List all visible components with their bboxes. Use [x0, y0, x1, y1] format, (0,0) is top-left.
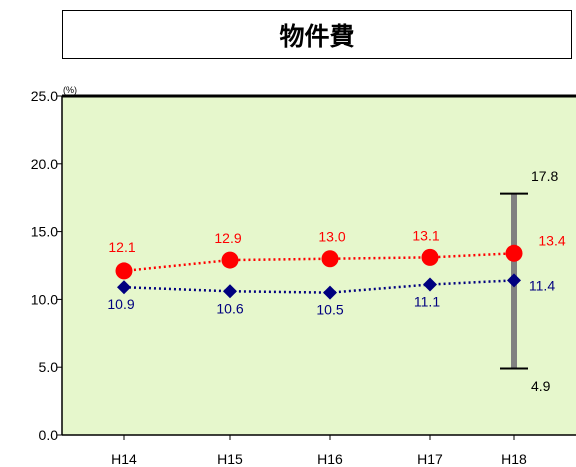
data-label: 13.1	[412, 227, 439, 243]
data-label: 11.4	[529, 277, 555, 293]
data-label: 10.5	[316, 302, 343, 318]
data-point	[323, 285, 337, 300]
x-tick-label: H18	[501, 451, 527, 467]
chart-title: 物件費	[279, 21, 355, 51]
y-tick-label: 20.0	[31, 156, 58, 172]
range-min-label: 4.9	[531, 378, 551, 394]
x-tick-label: H15	[217, 451, 243, 467]
x-tick-label: H17	[417, 451, 443, 467]
y-tick-label: 15.0	[31, 224, 58, 240]
data-label: 10.6	[216, 300, 243, 316]
data-point	[115, 262, 133, 280]
data-point	[507, 273, 521, 288]
data-point	[321, 250, 339, 268]
data-point	[421, 248, 439, 266]
data-label: 12.1	[108, 239, 135, 255]
x-tick-label: H16	[317, 451, 343, 467]
data-label: 13.0	[318, 229, 345, 245]
data-point	[221, 251, 239, 269]
range-max-label: 17.8	[531, 168, 558, 184]
x-tick-label: H14	[111, 451, 137, 467]
y-tick-label: 0.0	[39, 427, 59, 443]
data-label: 13.4	[538, 232, 565, 248]
data-point	[117, 280, 131, 295]
data-label: 12.9	[214, 230, 241, 246]
chart-title-box: 物件費	[62, 10, 572, 59]
plot-area	[62, 96, 576, 435]
data-label: 11.1	[414, 293, 440, 309]
data-point	[223, 284, 237, 299]
data-point	[505, 244, 523, 262]
y-unit-label: (%)	[63, 85, 77, 95]
data-point	[423, 277, 437, 292]
data-label: 10.9	[107, 296, 134, 312]
y-tick-label: 10.0	[31, 291, 58, 307]
y-tick-label: 5.0	[39, 359, 59, 375]
y-tick-label: 25.0	[31, 88, 58, 104]
